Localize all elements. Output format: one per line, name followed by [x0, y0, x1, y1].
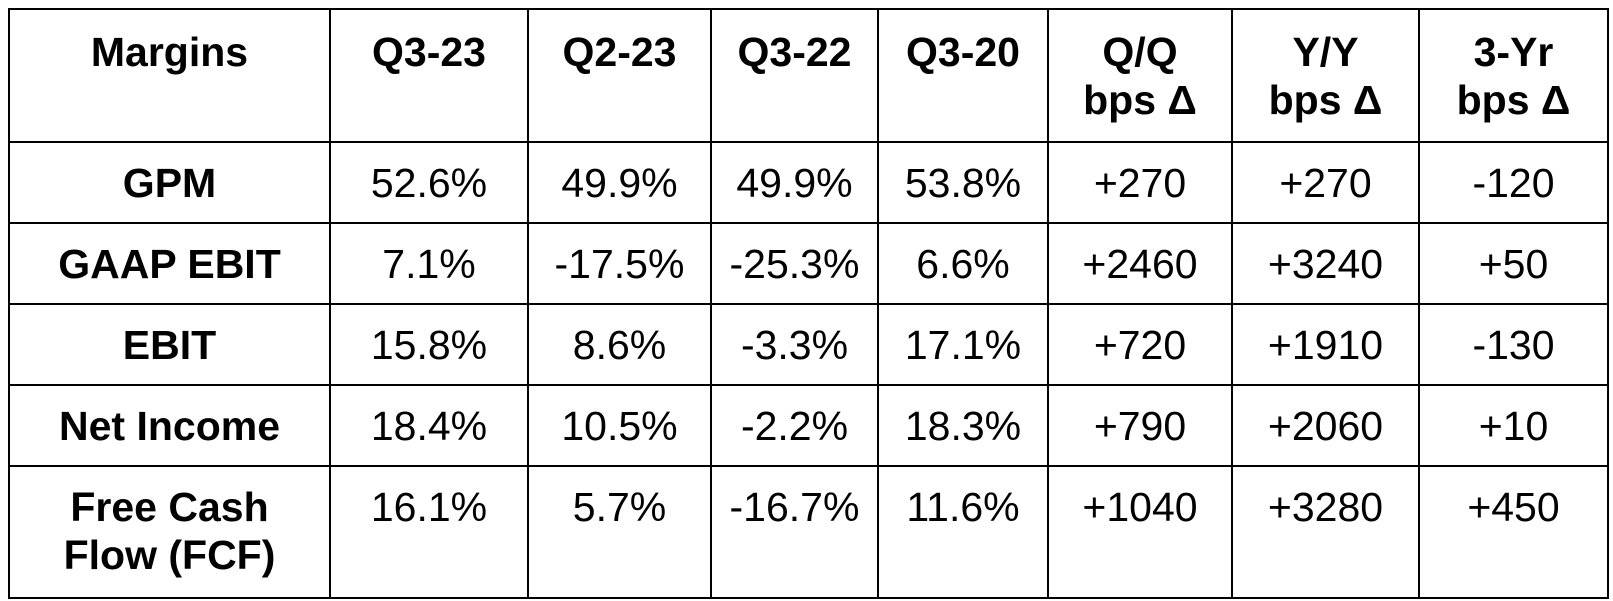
table-row: EBIT 15.8% 8.6% -3.3% 17.1% +720 +1910 -130	[8, 303, 1609, 386]
header-cell: Q3-23	[329, 8, 529, 143]
table-cell: -2.2%	[710, 384, 879, 467]
header-cell: Margins	[8, 8, 331, 143]
table-cell: +2060	[1231, 384, 1420, 467]
table-cell: 53.8%	[877, 141, 1049, 224]
table-cell: 10.5%	[527, 384, 712, 467]
table-cell: +450	[1418, 465, 1609, 599]
table-cell: 7.1%	[329, 222, 529, 305]
table-body: GPM 52.6% 49.9% 49.9% 53.8% +270 +270 -120 GAAP …	[8, 141, 1609, 599]
table-cell: 49.9%	[710, 141, 879, 224]
table-cell: 17.1%	[877, 303, 1049, 386]
table-cell: 5.7%	[527, 465, 712, 599]
table-cell: +1910	[1231, 303, 1420, 386]
table-cell: +790	[1047, 384, 1233, 467]
row-label: Free Cash Flow (FCF)	[8, 465, 331, 599]
table-cell: -17.5%	[527, 222, 712, 305]
table-row: Free Cash Flow (FCF) 16.1% 5.7% -16.7% 11.6%…	[8, 465, 1609, 599]
header-row: Margins Q3-23 Q2-23 Q3-22 Q3-20 Q/Q bps Δ Y/Y …	[8, 8, 1609, 143]
table-row: GPM 52.6% 49.9% 49.9% 53.8% +270 +270 -120	[8, 141, 1609, 224]
table-header: Margins Q3-23 Q2-23 Q3-22 Q3-20 Q/Q bps Δ Y/Y …	[8, 8, 1609, 143]
table-cell: +2460	[1047, 222, 1233, 305]
row-label: GAAP EBIT	[8, 222, 331, 305]
table-cell: 18.4%	[329, 384, 529, 467]
table-cell: -16.7%	[710, 465, 879, 599]
table-cell: +270	[1231, 141, 1420, 224]
table-cell: -3.3%	[710, 303, 879, 386]
row-label: Net Income	[8, 384, 331, 467]
table-cell: 8.6%	[527, 303, 712, 386]
table-cell: 49.9%	[527, 141, 712, 224]
header-cell: 3-Yr bps Δ	[1418, 8, 1609, 143]
header-cell: Q3-20	[877, 8, 1049, 143]
table-cell: 52.6%	[329, 141, 529, 224]
header-cell: Y/Y bps Δ	[1231, 8, 1420, 143]
header-cell: Q2-23	[527, 8, 712, 143]
table-cell: 16.1%	[329, 465, 529, 599]
row-label: EBIT	[8, 303, 331, 386]
table-cell: -25.3%	[710, 222, 879, 305]
table-cell: 18.3%	[877, 384, 1049, 467]
table-cell: -130	[1418, 303, 1609, 386]
table-cell: +10	[1418, 384, 1609, 467]
table-cell: +50	[1418, 222, 1609, 305]
table-cell: +720	[1047, 303, 1233, 386]
table-cell: 6.6%	[877, 222, 1049, 305]
header-cell: Q/Q bps Δ	[1047, 8, 1233, 143]
table-cell: 15.8%	[329, 303, 529, 386]
margins-table: Margins Q3-23 Q2-23 Q3-22 Q3-20 Q/Q bps Δ Y/Y …	[8, 8, 1609, 599]
table-cell: +3240	[1231, 222, 1420, 305]
row-label: GPM	[8, 141, 331, 224]
table-cell: 11.6%	[877, 465, 1049, 599]
table-row: GAAP EBIT 7.1% -17.5% -25.3% 6.6% +2460 +3240 +…	[8, 222, 1609, 305]
table-cell: +3280	[1231, 465, 1420, 599]
header-cell: Q3-22	[710, 8, 879, 143]
table-cell: -120	[1418, 141, 1609, 224]
table-row: Net Income 18.4% 10.5% -2.2% 18.3% +790 +2060 +…	[8, 384, 1609, 467]
table-cell: +270	[1047, 141, 1233, 224]
table-cell: +1040	[1047, 465, 1233, 599]
